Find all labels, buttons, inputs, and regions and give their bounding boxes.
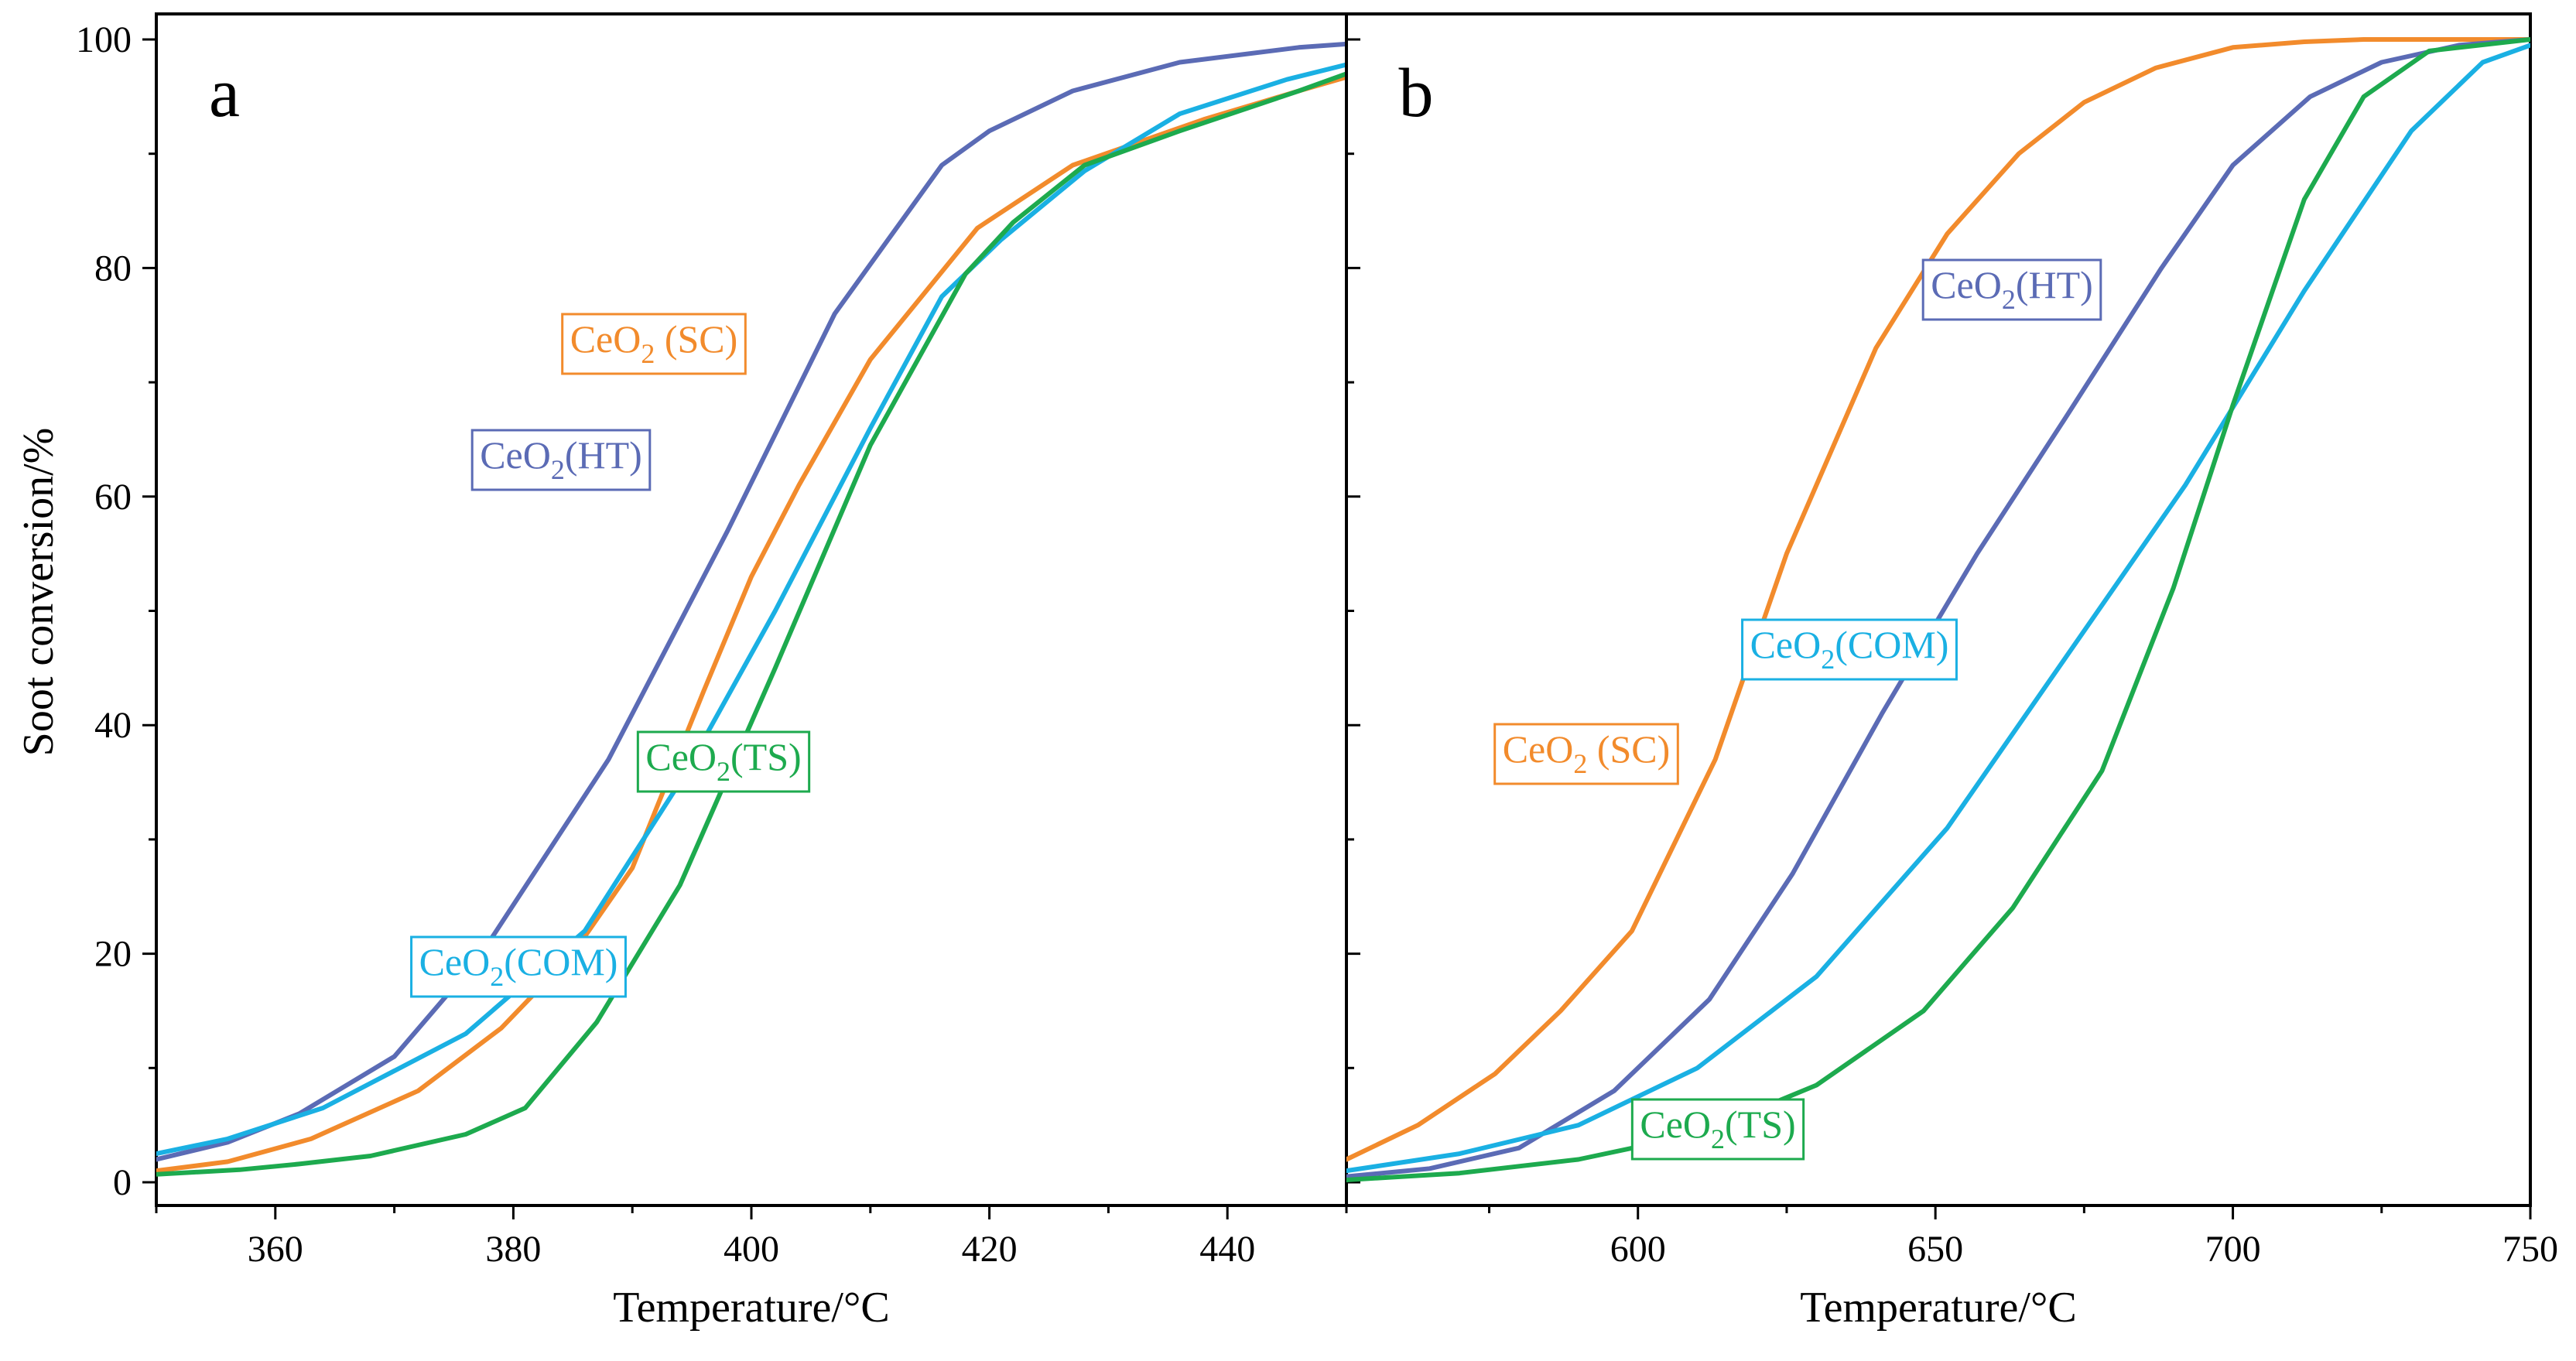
x-tick-label: 750 xyxy=(2502,1229,2558,1270)
series-annotation: CeO2 (SC) xyxy=(1493,723,1679,785)
series-line xyxy=(156,71,1346,1177)
annotation-text: CeO2(TS) xyxy=(1640,1103,1795,1154)
x-axis-label: Temperature/°C xyxy=(613,1284,889,1332)
series-line xyxy=(156,41,1346,1162)
panel-a: 360 380 400 420 440 0 20 40 60 80 100 Temperature/°… xyxy=(76,12,1348,1332)
panel-letter: b xyxy=(1399,55,1434,132)
y-tick-label: 20 xyxy=(94,934,132,975)
x-tick-label: 650 xyxy=(1907,1229,1963,1270)
annotation-text: CeO2(COM) xyxy=(419,940,618,992)
annotation-text: CeO2(COM) xyxy=(1750,623,1949,675)
x-tick-label: 420 xyxy=(962,1229,1018,1270)
series-annotation: CeO2(HT) xyxy=(470,429,652,491)
x-tick-label: 440 xyxy=(1199,1229,1255,1270)
series-line xyxy=(1346,37,2530,1162)
series-annotation: CeO2(HT) xyxy=(1921,258,2102,321)
x-axis-label: Temperature/°C xyxy=(1800,1284,2076,1332)
panel-b: 600 650 700 750 Temperature/°C b CeO2(HT) CeO2(… xyxy=(1345,12,2558,1332)
x-tick-label: 600 xyxy=(1610,1229,1666,1270)
panel-letter: a xyxy=(209,55,240,132)
series-line xyxy=(1346,37,2530,1182)
annotation-box xyxy=(1630,1098,1805,1161)
series-annotation: CeO2(TS) xyxy=(636,730,811,793)
x-tick-label: 380 xyxy=(485,1229,541,1270)
plot-frame xyxy=(1345,12,2532,1207)
series-line xyxy=(1346,37,2530,1179)
series-line xyxy=(156,74,1346,1174)
annotation-box xyxy=(1493,723,1679,785)
x-tick-label: 360 xyxy=(248,1229,303,1270)
y-axis-label: Soot conversion/% xyxy=(15,428,63,757)
annotation-text: CeO2(HT) xyxy=(480,433,642,485)
annotation-box xyxy=(636,730,811,793)
annotation-box xyxy=(470,429,652,491)
series-annotation: CeO2 (SC) xyxy=(561,313,747,375)
y-tick-label: 80 xyxy=(94,248,132,289)
y-tick-label: 100 xyxy=(76,19,132,60)
series-annotation: CeO2(COM) xyxy=(1741,618,1958,681)
x-tick-label: 400 xyxy=(724,1229,779,1270)
series-line xyxy=(1346,43,2530,1174)
series-line xyxy=(156,62,1346,1157)
annotation-text: CeO2 (SC) xyxy=(1503,727,1671,779)
series-annotation: CeO2(COM) xyxy=(410,935,627,998)
y-tick-label: 40 xyxy=(94,705,132,746)
series-annotation: CeO2(TS) xyxy=(1630,1098,1805,1161)
x-tick-label: 700 xyxy=(2205,1229,2261,1270)
annotation-text: CeO2 (SC) xyxy=(570,317,738,369)
annotation-box xyxy=(410,935,627,998)
y-tick-label: 0 xyxy=(113,1162,132,1203)
annotation-box xyxy=(561,313,747,375)
annotation-text: CeO2(HT) xyxy=(1931,263,2093,315)
annotation-box xyxy=(1921,258,2102,321)
y-tick-label: 60 xyxy=(94,477,132,518)
annotation-text: CeO2(TS) xyxy=(645,735,801,787)
annotation-box xyxy=(1741,618,1958,681)
plot-frame xyxy=(155,12,1348,1207)
